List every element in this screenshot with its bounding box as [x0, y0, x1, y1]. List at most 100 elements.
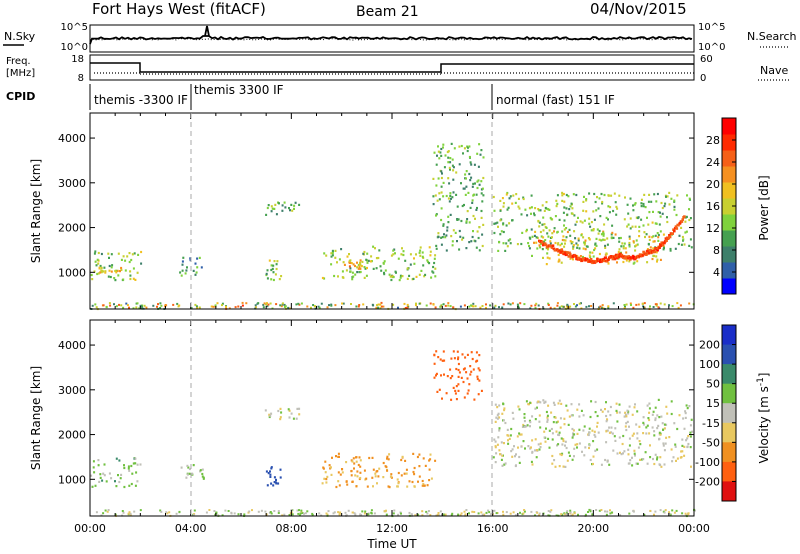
echo-cell: [345, 480, 348, 483]
y-tick-label: 1000: [58, 266, 86, 279]
echo-cell: [180, 466, 183, 469]
echo-cell: [465, 509, 468, 511]
echo-cell: [279, 407, 282, 410]
echo-cell: [202, 476, 205, 479]
echo-cell: [548, 446, 551, 449]
echo-cell: [623, 242, 626, 245]
echo-cell: [612, 302, 615, 305]
echo-cell: [628, 462, 631, 465]
echo-cell: [263, 302, 266, 305]
echo-cell: [542, 240, 545, 244]
echo-cell: [660, 415, 663, 418]
echo-cell: [687, 435, 690, 438]
echo-cell: [557, 433, 560, 436]
echo-cell: [494, 304, 497, 307]
echo-cell: [415, 275, 418, 278]
echo-cell: [419, 246, 422, 249]
echo-cell: [262, 303, 265, 306]
echo-cell: [349, 261, 351, 264]
echo-cell: [103, 474, 106, 477]
echo-cell: [594, 435, 597, 438]
echo-cell: [325, 478, 328, 481]
echo-cell: [598, 252, 601, 256]
echo-cell: [444, 154, 447, 157]
echo-cell: [681, 444, 684, 447]
echo-cell: [447, 197, 450, 200]
echo-cell: [126, 304, 129, 307]
echo-cell: [615, 213, 618, 216]
echo-cell: [196, 266, 199, 269]
echo-cell: [330, 263, 333, 266]
echo-cell: [607, 194, 610, 197]
ridge-cell: [600, 260, 603, 263]
echo-cell: [683, 243, 686, 246]
echo-cell: [657, 398, 660, 401]
echo-cell: [370, 255, 373, 258]
echo-cell: [530, 212, 532, 215]
echo-cell: [571, 241, 574, 244]
ridge-cell: [540, 241, 544, 244]
echo-cell: [135, 471, 138, 474]
echo-cell: [448, 200, 451, 203]
echo-cell: [279, 416, 282, 419]
echo-cell: [660, 201, 663, 205]
echo-cell: [390, 278, 393, 282]
echo-cell: [617, 250, 620, 253]
echo-cell: [633, 449, 636, 452]
colorbar-tick-label: 12: [706, 222, 720, 235]
echo-cell: [587, 433, 590, 437]
echo-cell: [227, 510, 230, 512]
echo-cell: [275, 267, 278, 271]
echo-cell: [625, 251, 628, 254]
echo-cell: [682, 239, 684, 242]
echo-cell: [524, 208, 527, 211]
echo-cell: [623, 304, 626, 306]
echo-cell: [642, 423, 645, 426]
echo-cell: [413, 257, 415, 260]
echo-cell: [471, 185, 474, 188]
ridge-cell: [653, 250, 657, 254]
echo-cell: [215, 511, 218, 514]
echo-cell: [470, 304, 473, 307]
echo-cell: [631, 464, 634, 467]
echo-cell: [324, 471, 327, 474]
echo-cell: [543, 436, 546, 439]
echo-cell: [582, 429, 585, 432]
echo-cell: [476, 206, 478, 210]
echo-cell: [352, 457, 355, 460]
echo-cell: [527, 403, 530, 406]
echo-cell: [460, 512, 463, 515]
echo-cell: [632, 306, 635, 309]
echo-cell: [439, 151, 442, 154]
echo-cell: [378, 467, 381, 470]
freq-right-tick-bottom: 0: [700, 73, 706, 84]
echo-cell: [349, 267, 352, 270]
echo-cell: [638, 225, 641, 228]
echo-cell: [551, 462, 554, 465]
echo-cell: [404, 259, 407, 262]
echo-cell: [689, 424, 692, 427]
echo-cell: [640, 218, 643, 221]
echo-cell: [676, 427, 679, 431]
echo-cell: [588, 431, 591, 434]
echo-cell: [363, 469, 366, 472]
echo-cell: [635, 216, 638, 219]
echo-cell: [127, 465, 130, 468]
echo-cell: [410, 513, 413, 516]
echo-cell: [556, 243, 559, 246]
echo-cell: [494, 222, 497, 225]
echo-cell: [663, 449, 666, 452]
echo-cell: [406, 303, 409, 306]
echo-cell: [562, 235, 565, 238]
echo-cell: [386, 455, 389, 458]
echo-cell: [435, 350, 438, 353]
ridge-cell: [668, 235, 672, 239]
freq-label: Freq.: [6, 56, 31, 67]
echo-cell: [343, 263, 346, 266]
echo-cell: [396, 478, 399, 481]
echo-cell: [615, 402, 618, 405]
echo-cell: [582, 209, 585, 212]
echo-cell: [469, 365, 472, 368]
echo-cell: [432, 195, 435, 198]
echo-cell: [132, 267, 135, 270]
